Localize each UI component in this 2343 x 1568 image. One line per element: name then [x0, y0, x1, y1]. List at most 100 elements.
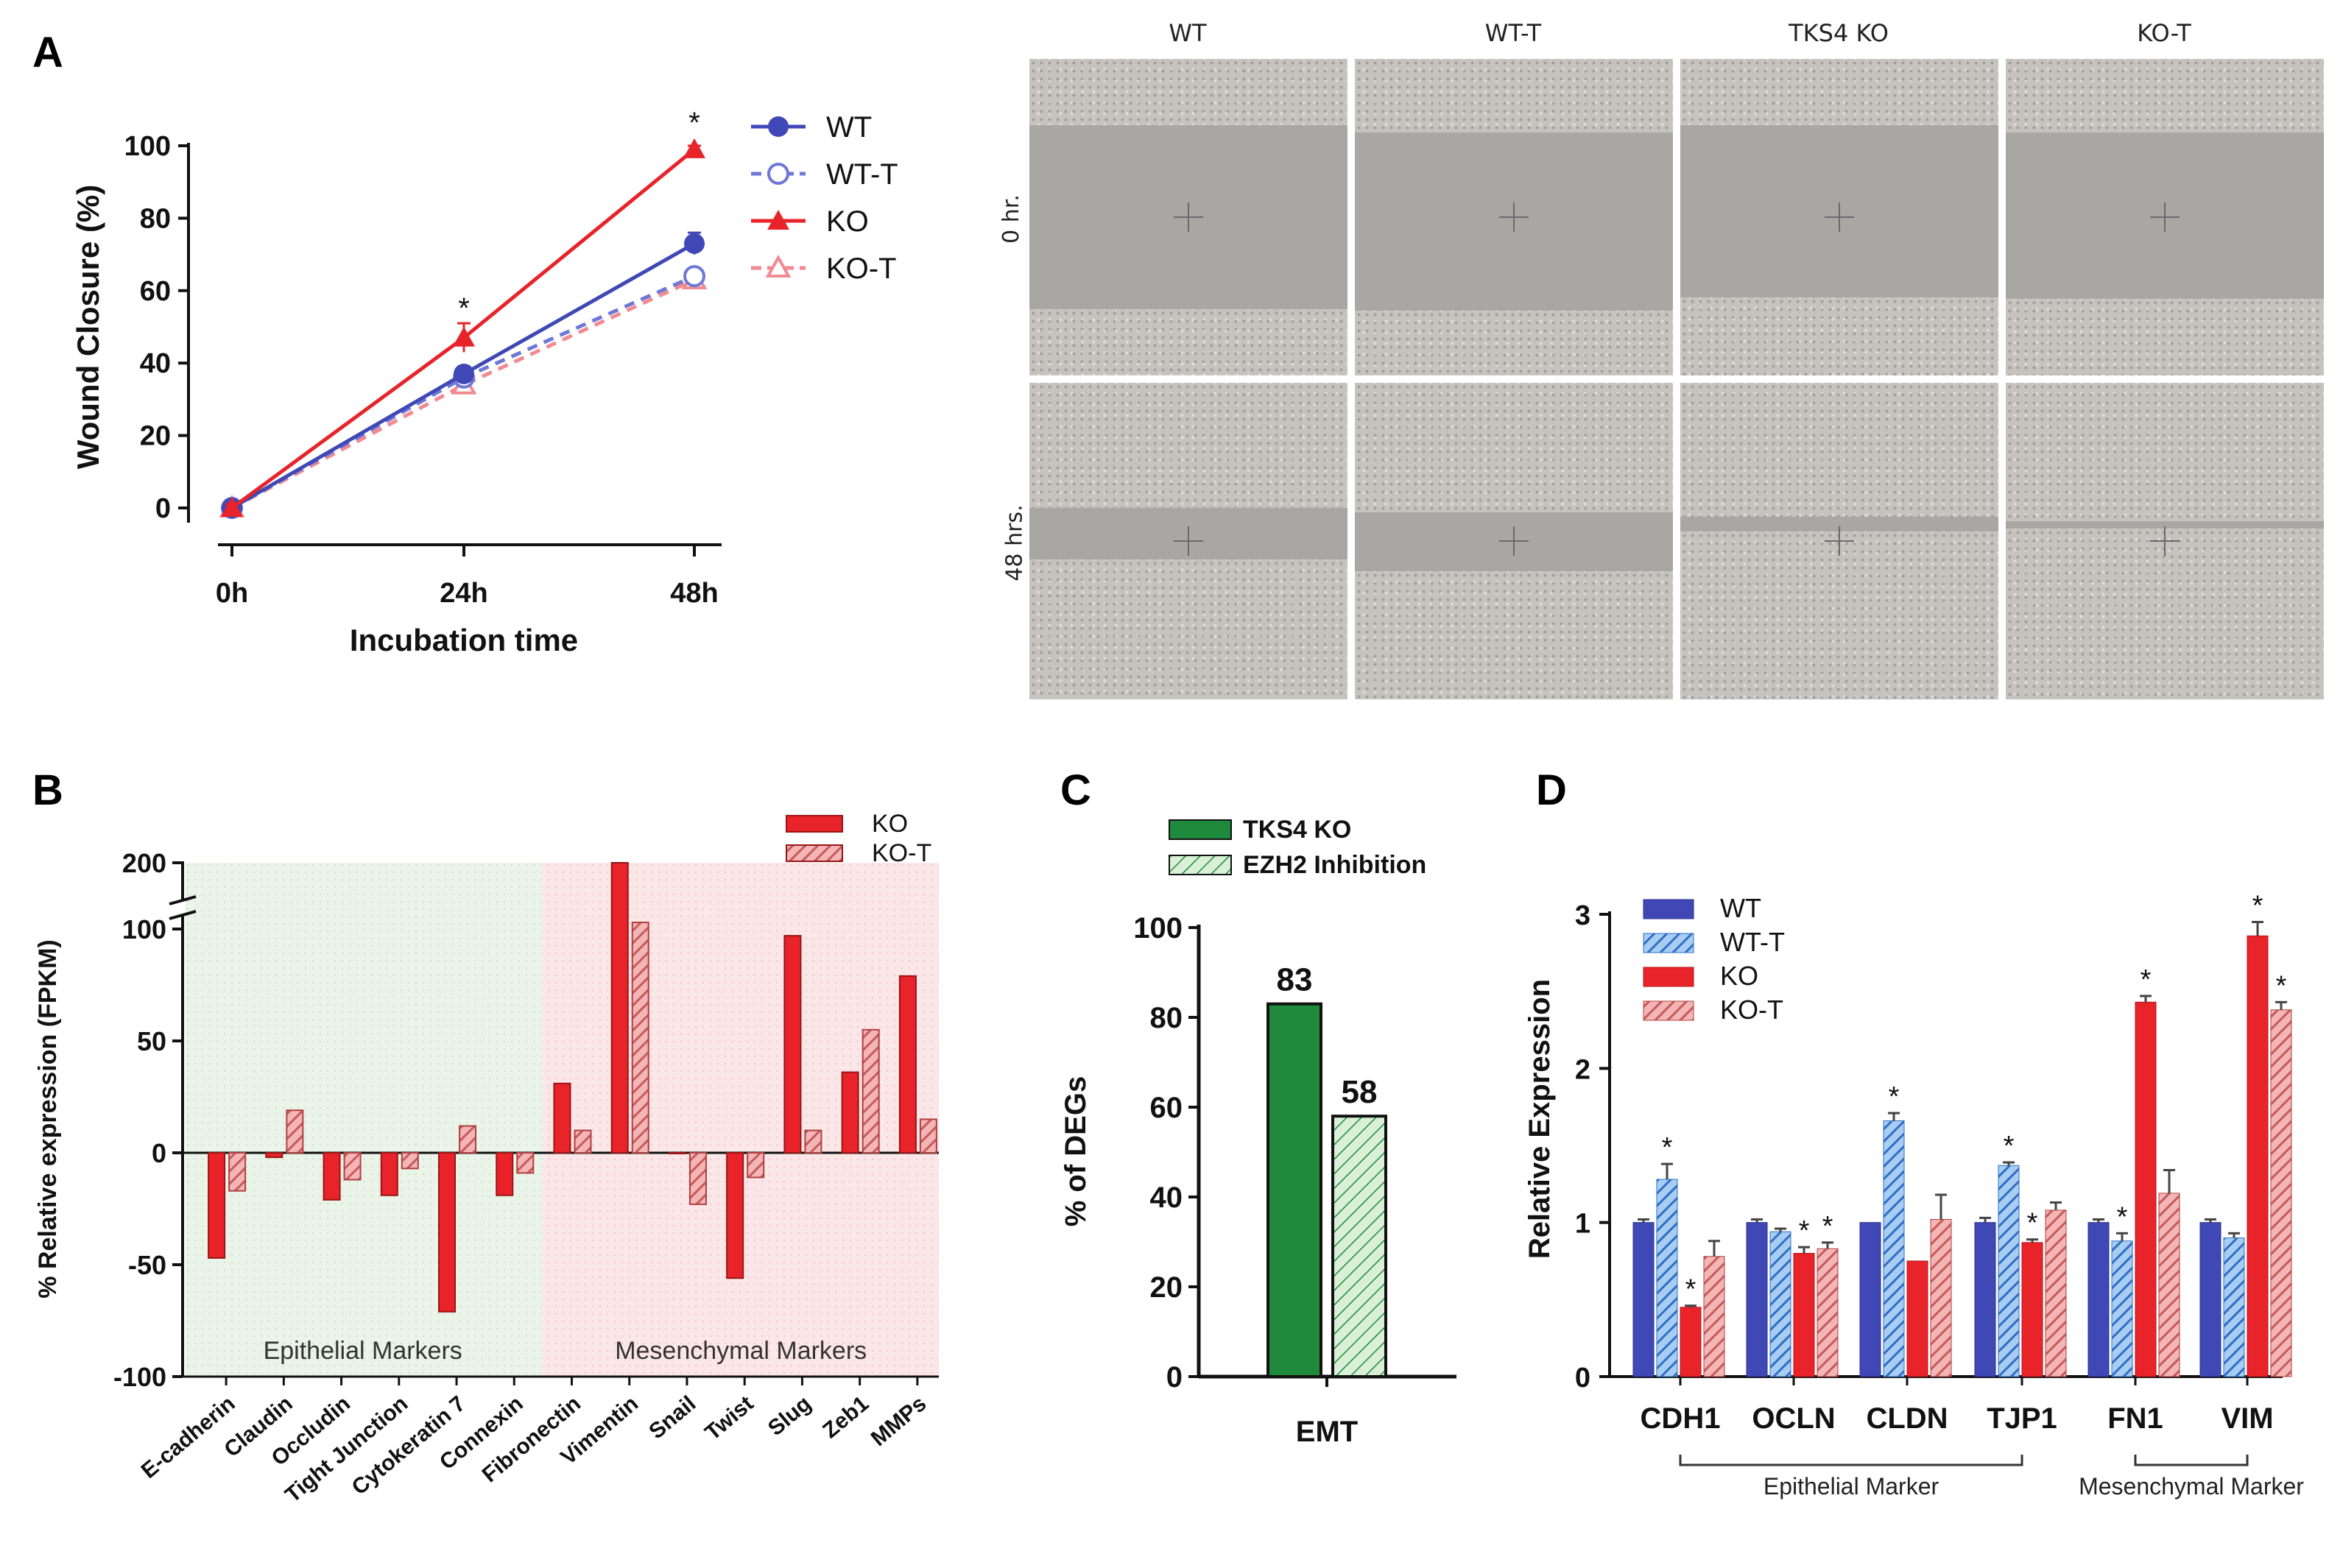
bar-ko — [898, 975, 917, 1154]
x-tick-label: E-cadherin — [137, 1391, 240, 1483]
bar-ko-t — [2045, 1209, 2067, 1377]
panel-letter-c: C — [1060, 766, 1091, 814]
bar-ko-t — [401, 1152, 419, 1170]
data-point — [683, 265, 705, 288]
significance-star: * — [2117, 1201, 2128, 1232]
bar-ko — [496, 1152, 514, 1196]
y-tick-label: 0 — [155, 493, 171, 524]
legend-label: WT-T — [1720, 927, 1785, 957]
bar-ko-t — [459, 1125, 477, 1154]
bar-ko-t — [343, 1152, 362, 1181]
significance-star: * — [1685, 1274, 1697, 1305]
bar-wt — [1859, 1222, 1881, 1377]
significance-star: * — [2252, 890, 2263, 921]
bar-ko — [1906, 1260, 1928, 1377]
significance-star: * — [2141, 964, 2152, 995]
y-tick-label: 50 — [137, 1026, 166, 1056]
chart-a-wound-closure: 0 20 40 60 80 100 0h 24h 48h Incubation time Wound… — [71, 107, 898, 657]
legend-swatch — [786, 844, 843, 862]
micrograph-tile — [2006, 383, 2324, 699]
y-tick-label: 2 — [1575, 1054, 1590, 1085]
cell-layer — [2006, 299, 2324, 375]
significance-star: * — [2004, 1131, 2015, 1162]
bar-ko-t — [228, 1152, 247, 1192]
bar-ko-t — [2158, 1193, 2180, 1377]
y-tick-label: 100 — [122, 914, 166, 944]
bar-ko — [1680, 1307, 1702, 1377]
bar-ko-t — [516, 1152, 535, 1174]
panel-letter-a: A — [32, 29, 63, 77]
x-tick-label: 0h — [216, 578, 248, 609]
bar-wt-t — [1656, 1179, 1678, 1377]
y-tick-label: 100 — [1133, 912, 1183, 944]
legend-marker — [765, 254, 792, 278]
significance-star: * — [1822, 1211, 1833, 1242]
x-tick-label: 24h — [440, 578, 487, 609]
bar-ko — [438, 1152, 457, 1313]
legend-label: KO — [826, 205, 869, 238]
cell-layer — [1029, 383, 1347, 508]
micrograph-tile — [1355, 59, 1673, 375]
bar-ko — [323, 1152, 341, 1201]
micrograph-col-label: TKS4 KO — [1789, 19, 1889, 47]
legend-label: WT — [826, 111, 872, 144]
legend-label: KO — [1720, 961, 1758, 991]
y-tick-label: -50 — [128, 1250, 166, 1280]
region-epithelial — [186, 863, 543, 1377]
y-tick-label: 80 — [140, 203, 171, 234]
y-tick-label: 80 — [1150, 1002, 1183, 1034]
micrograph-tile — [1680, 383, 1998, 699]
legend-swatch — [1169, 855, 1232, 875]
bar-ko — [668, 1152, 686, 1154]
bar-ko — [2247, 935, 2269, 1377]
group-label: Mesenchymal Marker — [2079, 1473, 2304, 1500]
legend-swatch — [1169, 819, 1232, 840]
cell-layer — [1355, 311, 1673, 375]
chart-c-percent-degs: 0 20 40 60 80 100 % of DEGs 83 58 EMT TKS4 KO EZH2 … — [1060, 816, 1456, 1448]
bar-tks4-ko — [1266, 1002, 1322, 1378]
legend-label: KO — [872, 810, 908, 838]
x-tick-label: CLDN — [1866, 1402, 1948, 1435]
x-tick-label: EMT — [1296, 1416, 1358, 1448]
cell-layer — [2006, 59, 2324, 133]
legend-label: EZH2 Inhibition — [1243, 851, 1426, 879]
bar-ko — [265, 1152, 283, 1159]
crosshair-mark — [1513, 202, 1515, 232]
chart-b-relative-expression-fpkm: Epithelial Markers Mesenchymal Markers -10… — [34, 810, 939, 1508]
legend-swatch — [786, 815, 843, 833]
y-axis-label: % of DEGs — [1060, 1076, 1092, 1226]
bar-ko — [208, 1152, 226, 1259]
x-tick-label: VIM — [2221, 1402, 2273, 1435]
x-tick-label: FN1 — [2107, 1402, 2163, 1435]
axis-break-mark — [169, 910, 197, 920]
y-tick-label: 20 — [1150, 1271, 1183, 1304]
group-bracket — [2134, 1455, 2249, 1466]
bar-ko — [783, 935, 802, 1154]
micrograph-col-label: WT — [1169, 19, 1207, 47]
bar-wt-t — [2223, 1237, 2245, 1377]
data-point — [454, 363, 474, 384]
micrograph-tile — [1029, 383, 1347, 699]
group-label: Epithelial Marker — [1764, 1473, 1939, 1500]
wound-healing-micrographs: WT WT-T TKS4 KO KO-T 0 hr. 48 hrs. — [998, 19, 2325, 707]
cell-layer — [1680, 297, 1998, 375]
legend-swatch — [1643, 967, 1694, 987]
cell-layer — [2006, 529, 2324, 699]
legend-label: KO-T — [1720, 995, 1783, 1025]
crosshair-mark — [1839, 202, 1840, 232]
bar-ko — [2021, 1242, 2043, 1377]
x-tick-label: Slug — [764, 1391, 816, 1441]
significance-star: * — [688, 107, 700, 139]
data-point — [221, 497, 243, 517]
bar-wt-t — [1883, 1120, 1905, 1377]
y-tick-label: 0 — [152, 1138, 166, 1168]
x-tick-label: Twist — [700, 1391, 758, 1445]
bar-ko-t — [862, 1028, 880, 1154]
y-axis-label: Relative Expression — [1523, 979, 1556, 1259]
y-axis-label: % Relative expression (FPKM) — [34, 939, 62, 1298]
cell-layer — [1029, 309, 1347, 375]
bar-wt — [2087, 1222, 2110, 1377]
group-bracket — [1679, 1455, 2023, 1466]
y-tick-label: 60 — [140, 276, 171, 307]
